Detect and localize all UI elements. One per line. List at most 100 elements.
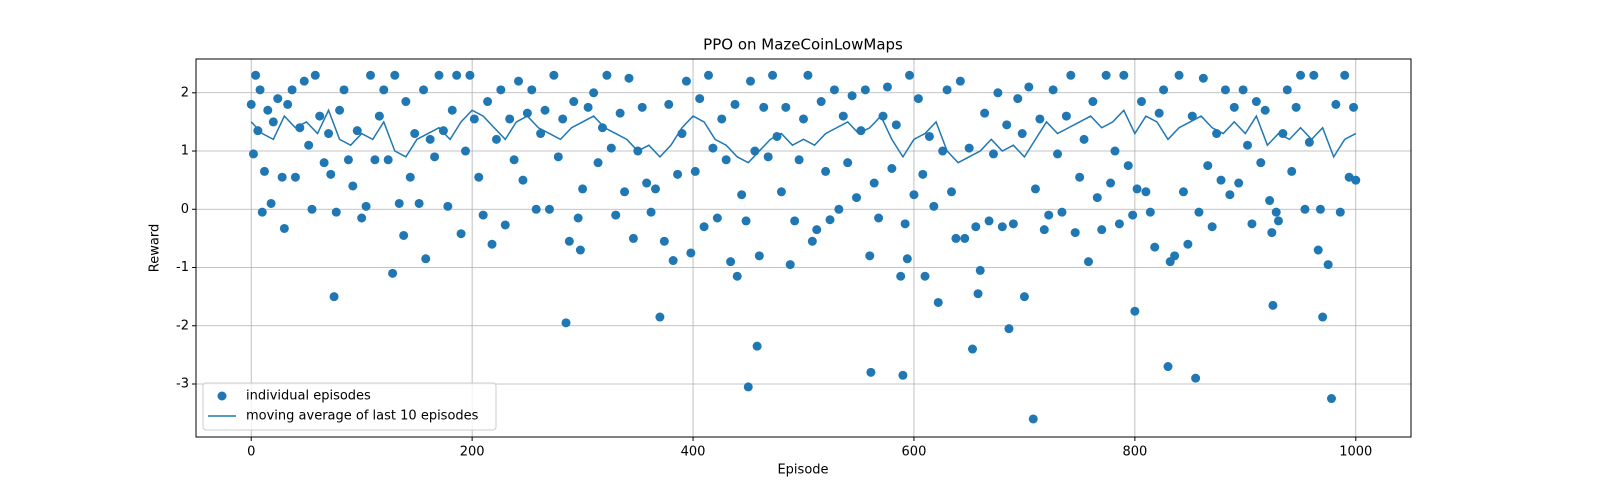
scatter-point xyxy=(259,166,269,176)
scatter-point xyxy=(273,94,283,104)
scatter-point xyxy=(295,123,305,133)
scatter-point xyxy=(315,111,325,121)
scatter-point xyxy=(717,114,727,124)
scatter-point xyxy=(1220,85,1230,95)
scatter-point xyxy=(960,233,970,243)
scatter-point xyxy=(664,99,674,109)
scatter-point xyxy=(721,155,731,165)
scatter-point xyxy=(1191,373,1201,383)
scatter-point xyxy=(509,155,519,165)
scatter-point xyxy=(1247,219,1257,229)
scatter-point xyxy=(414,198,424,208)
scatter-point xyxy=(860,85,870,95)
scatter-point xyxy=(971,222,981,232)
scatter-point xyxy=(1335,207,1345,217)
scatter-point xyxy=(478,210,488,220)
scatter-point xyxy=(743,382,753,392)
scatter-point xyxy=(491,134,501,144)
scatter-point xyxy=(821,166,831,176)
scatter-point xyxy=(866,367,876,377)
scatter-point xyxy=(695,94,705,104)
scatter-point xyxy=(624,73,634,83)
scatter-point xyxy=(1178,187,1188,197)
scatter-point xyxy=(1203,161,1213,171)
scatter-point xyxy=(646,207,656,217)
scatter-point xyxy=(304,140,314,150)
scatter-point xyxy=(975,265,985,275)
scatter-point xyxy=(329,292,339,302)
scatter-point xyxy=(1309,70,1319,80)
scatter-point xyxy=(399,230,409,240)
scatter-point xyxy=(847,91,857,101)
scatter-point xyxy=(452,70,462,80)
scatter-point xyxy=(248,149,258,159)
scatter-point xyxy=(799,114,808,124)
y-tick-label: -3 xyxy=(176,376,189,391)
scatter-point xyxy=(704,70,714,80)
scatter-point xyxy=(390,70,400,80)
scatter-point xyxy=(430,152,440,162)
scatter-point xyxy=(606,143,616,153)
scatter-point xyxy=(253,126,263,136)
scatter-point xyxy=(319,158,329,168)
scatter-point xyxy=(1273,216,1283,226)
chart-title: PPO on MazeCoinLowMaps xyxy=(703,36,903,54)
scatter-point xyxy=(737,190,747,200)
scatter-point xyxy=(469,114,479,124)
scatter-point xyxy=(1130,306,1140,316)
scatter-point xyxy=(366,70,376,80)
scatter-point xyxy=(1079,134,1089,144)
scatter-point xyxy=(589,88,599,98)
scatter-point xyxy=(790,216,800,226)
legend-label: moving average of last 10 episodes xyxy=(246,409,479,424)
scatter-point xyxy=(869,178,879,188)
scatter-point xyxy=(1030,184,1040,194)
scatter-point xyxy=(955,76,965,86)
scatter-point xyxy=(1110,146,1120,156)
scatter-point xyxy=(461,146,471,156)
scatter-point xyxy=(1349,102,1359,112)
scatter-point xyxy=(1260,105,1270,115)
scatter-point xyxy=(942,85,952,95)
scatter-point xyxy=(405,172,415,182)
scatter-point xyxy=(531,204,541,214)
scatter-point xyxy=(558,114,568,124)
scatter-point xyxy=(825,215,835,225)
scatter-point xyxy=(561,318,571,328)
scatter-point xyxy=(1194,207,1204,217)
scatter-point xyxy=(1170,251,1180,261)
scatter-point xyxy=(564,236,574,246)
scatter-point xyxy=(794,155,804,165)
scatter-point xyxy=(1070,228,1080,238)
scatter-point xyxy=(1351,175,1361,185)
scatter-point xyxy=(650,184,660,194)
scatter-point xyxy=(352,126,362,136)
scatter-point xyxy=(905,70,915,80)
scatter-point xyxy=(1163,362,1173,372)
scatter-point xyxy=(988,149,998,159)
scatter-point xyxy=(1088,97,1098,107)
scatter-point xyxy=(299,76,309,86)
scatter-point xyxy=(487,239,497,249)
scatter-point xyxy=(283,99,293,109)
x-tick-label: 0 xyxy=(247,445,255,460)
scatter-point xyxy=(255,85,265,95)
scatter-point xyxy=(852,193,862,203)
scatter-point xyxy=(1229,102,1239,112)
scatter-point xyxy=(583,102,593,112)
scatter-point xyxy=(279,223,289,233)
scatter-point xyxy=(1265,196,1275,206)
scatter-point xyxy=(257,207,267,217)
scatter-point xyxy=(456,229,466,239)
scatter-point xyxy=(553,152,563,162)
scatter-point xyxy=(597,123,607,133)
scatter-point xyxy=(1106,178,1116,188)
scatter-point xyxy=(263,105,273,115)
scatter-point xyxy=(967,344,977,354)
scatter-point xyxy=(964,143,974,153)
scatter-point xyxy=(1315,204,1325,214)
scatter-point xyxy=(388,268,398,278)
scatter-point xyxy=(1234,178,1244,188)
scatter-point xyxy=(1123,161,1133,171)
scatter-point xyxy=(573,213,583,223)
